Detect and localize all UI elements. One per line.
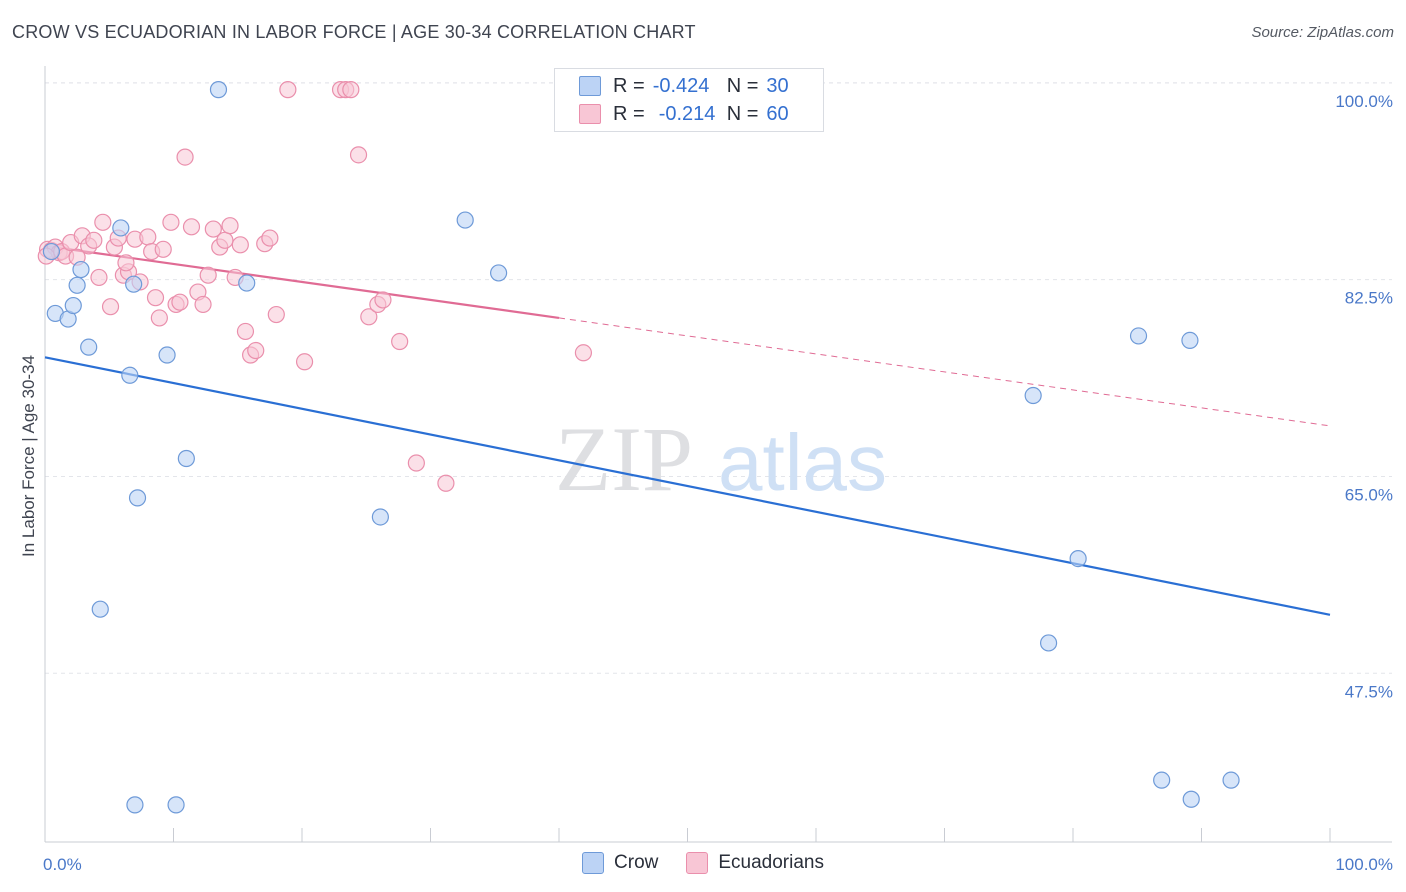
ecuadorians-legend-label: Ecuadorians	[718, 852, 824, 873]
crow-point	[238, 274, 256, 292]
y-tick-label: 100.0%	[1335, 92, 1393, 111]
crow-n-value: 30	[766, 74, 789, 97]
crow-point	[1039, 634, 1058, 652]
ecuadorians-point	[295, 353, 314, 371]
ecuadorians-point	[267, 305, 285, 324]
ecuadorians-point	[221, 217, 239, 235]
crow-r-value: -0.424	[652, 74, 710, 97]
ecuadorians-point	[374, 291, 392, 309]
crow-legend-swatch	[582, 852, 605, 874]
crow-n-label: N =	[726, 74, 759, 97]
watermark-atlas: atlas	[718, 418, 887, 507]
ecuadorians-point	[94, 213, 112, 231]
crow-point	[167, 796, 185, 814]
crow-point	[456, 211, 474, 229]
ecuadorians-point	[204, 220, 222, 238]
crow-point	[1181, 331, 1199, 350]
ecuadorians-r-label: R =	[613, 102, 645, 125]
crow-point	[1069, 549, 1087, 568]
x-tick-label: 100.0%	[1335, 855, 1393, 874]
ecuadorians-point	[150, 309, 168, 327]
ecuadorians-swatch	[579, 104, 601, 124]
y-axis-label: In Labor Force | Age 30-34	[19, 355, 38, 557]
ecuadorians-point	[162, 213, 180, 231]
ecuadorians-point	[194, 295, 212, 314]
crow-point	[126, 796, 144, 814]
crow-point	[1024, 386, 1042, 405]
ecuadorians-point	[360, 308, 378, 326]
ecuadorians-point	[574, 344, 593, 362]
ecuadorians-point	[247, 341, 265, 360]
crow-legend-label: Crow	[614, 852, 659, 873]
axes	[44, 66, 1392, 843]
crow-r-label: R =	[613, 74, 645, 97]
crow-point	[1222, 771, 1240, 789]
crow-point	[209, 81, 228, 99]
crow-point	[371, 508, 389, 526]
crow-point	[72, 260, 90, 279]
ecuadorians-point	[139, 228, 157, 246]
ecuadorians-point	[349, 146, 368, 164]
axis-labels: 100.0% 82.5% 65.0% 47.5% 0.0% 100.0% In Labor …	[19, 92, 1393, 874]
crow-point	[1129, 327, 1148, 345]
crow-point	[64, 296, 82, 315]
ecuadorians-trend-extension	[558, 317, 1331, 427]
ecuadorians-n-label: N =	[726, 102, 759, 125]
legend-item-crow[interactable]: Crow	[582, 852, 658, 874]
ecuadorians-point	[182, 218, 201, 236]
crow-point	[68, 276, 86, 294]
legend-row-ecuadorians: R = -0.214 N = 60	[579, 103, 789, 125]
data-points	[37, 81, 1240, 814]
grid-lines	[45, 82, 1392, 674]
x-tick-label: 0.0%	[43, 855, 82, 874]
ecuadorians-point	[216, 231, 234, 249]
legend-item-ecuadorians[interactable]: Ecuadorians	[686, 852, 824, 874]
ecuadorians-point	[154, 240, 172, 258]
ecuadorians-point	[342, 81, 360, 99]
ecuadorians-point	[90, 268, 108, 287]
ecuadorians-n-value: 60	[766, 102, 789, 125]
crow-point	[80, 338, 98, 356]
ecuadorians-r-value: -0.214	[658, 102, 716, 125]
legend-row-crow: R = -0.424 N = 30	[579, 75, 789, 97]
ecuadorians-point	[171, 293, 189, 311]
y-tick-label: 65.0%	[1345, 485, 1393, 504]
ecuadorians-point	[437, 474, 455, 492]
ecuadorians-point	[236, 322, 255, 341]
series-legend: Crow Ecuadorians	[0, 852, 1406, 874]
ecuadorians-point	[231, 236, 249, 254]
ecuadorians-point	[176, 148, 194, 166]
crow-point	[42, 242, 61, 261]
ecuadorians-point	[85, 231, 103, 249]
y-tick-label: 82.5%	[1345, 289, 1393, 308]
ecuadorians-point	[407, 454, 425, 472]
chart-title: CROW VS ECUADORIAN IN LABOR FORCE | AGE …	[12, 22, 696, 42]
crow-point	[128, 489, 147, 507]
crow-point	[1182, 790, 1200, 808]
y-tick-label: 47.5%	[1345, 682, 1393, 701]
crow-point	[91, 600, 109, 618]
ecuadorians-legend-swatch	[686, 852, 709, 874]
ecuadorians-point	[279, 81, 297, 99]
watermark-zip: ZIP	[555, 408, 693, 510]
ecuadorians-point	[101, 298, 120, 316]
source-credit: Source: ZipAtlas.com	[1251, 24, 1394, 41]
crow-point	[177, 449, 195, 468]
ecuadorians-point	[199, 266, 217, 284]
crow-point	[158, 346, 176, 364]
crow-point	[125, 275, 143, 293]
stats-legend: R = -0.424 N = 30 R = -0.214 N = 60	[554, 68, 824, 132]
crow-point	[490, 264, 508, 282]
crow-point	[1153, 771, 1171, 789]
ecuadorians-point	[146, 289, 165, 307]
crow-point	[121, 366, 139, 384]
watermark: ZIP atlas	[555, 408, 887, 510]
ecuadorians-point	[391, 332, 409, 351]
crow-swatch	[579, 76, 601, 96]
ecuadorians-point	[117, 254, 135, 272]
ecuadorians-point	[261, 229, 279, 247]
crow-trend-line	[44, 356, 1331, 616]
crow-point	[112, 219, 130, 237]
